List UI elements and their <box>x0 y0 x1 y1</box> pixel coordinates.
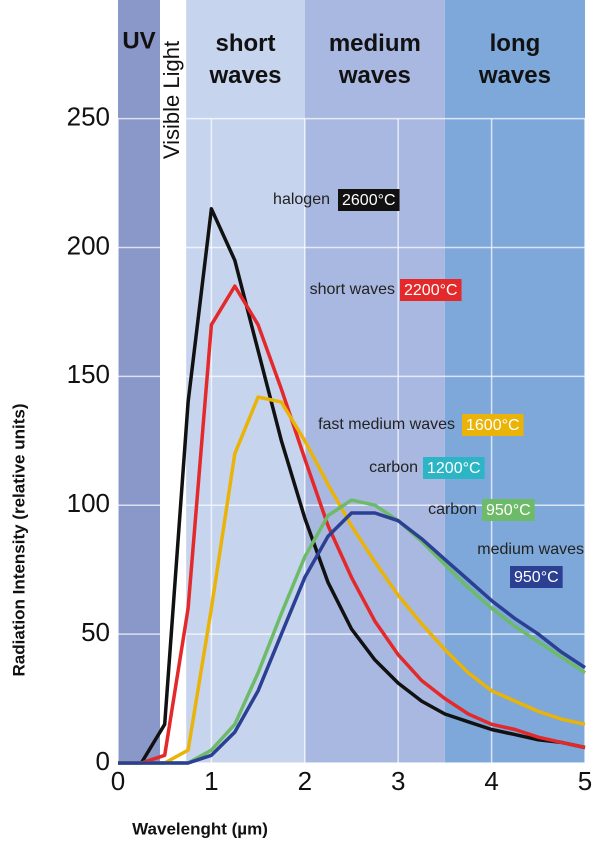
x-tick-label: 4 <box>484 766 498 796</box>
region-band <box>304 0 445 763</box>
legend-label: short waves <box>310 281 395 298</box>
x-tick-label: 2 <box>298 766 312 796</box>
legend-temperature: 2200°C <box>404 282 458 299</box>
series-line <box>118 511 586 765</box>
y-tick-label: 250 <box>67 101 110 131</box>
legend-label: medium waves <box>477 541 584 558</box>
legend-label: carbon <box>369 459 418 476</box>
y-tick-label: 150 <box>67 359 110 389</box>
y-tick-label: 200 <box>67 230 110 260</box>
series-line <box>118 207 586 765</box>
legend-swatch <box>462 414 524 436</box>
x-tick-label: 1 <box>204 766 218 796</box>
region-label: long waves <box>478 30 551 89</box>
x-tick-label: 3 <box>391 766 405 796</box>
legend-temperature: 1200°C <box>427 460 481 477</box>
y-tick-label: 0 <box>96 746 110 776</box>
x-axis-label: Wavelenght (µm) <box>132 819 268 838</box>
region-label: Visible Light <box>159 41 184 159</box>
legend-temperature: 950°C <box>486 502 531 519</box>
region-band <box>444 0 585 763</box>
plot-layer <box>117 0 586 764</box>
y-tick-label: 100 <box>67 488 110 518</box>
legend-label: fast medium waves <box>318 416 455 433</box>
x-tick-label: 0 <box>111 766 125 796</box>
region-label: medium waves <box>329 30 421 89</box>
region-band <box>160 0 187 763</box>
series-line <box>118 395 586 765</box>
legend-swatch <box>423 457 485 479</box>
y-axis-label: Radiation Intensity (relative units) <box>9 404 28 677</box>
legend-swatch <box>400 279 462 301</box>
series-line <box>118 284 586 765</box>
legend-swatch <box>338 189 400 211</box>
legend-swatch <box>482 499 535 521</box>
legend-label: halogen <box>273 191 330 208</box>
legend-temperature: 950°C <box>514 569 559 586</box>
x-tick-label: 5 <box>578 766 592 796</box>
legend-temperature: 2600°C <box>342 192 396 209</box>
region-label: UV <box>122 27 155 54</box>
region-band <box>118 0 161 763</box>
legend-label: carbon <box>428 501 477 518</box>
y-tick-label: 50 <box>81 617 110 647</box>
legend-swatch <box>510 566 563 588</box>
region-label: short waves <box>208 30 281 89</box>
legend-temperature: 1600°C <box>466 417 520 434</box>
